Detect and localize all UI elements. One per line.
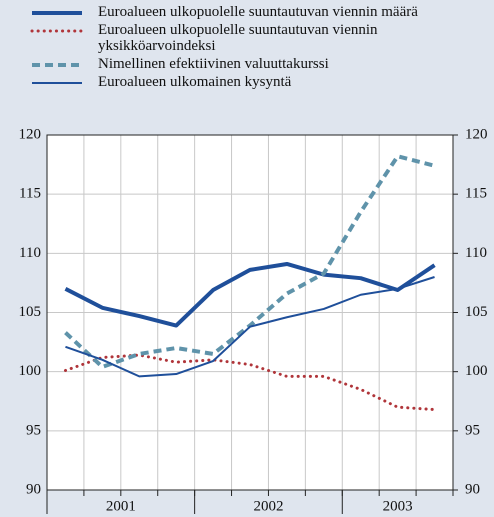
- legend-entry: Euroalueen ulkomainen kysyntä: [30, 74, 450, 90]
- y2-tick-label: 110: [465, 245, 487, 261]
- y-tick-label: 120: [19, 126, 42, 142]
- x-group-label: 2002: [253, 498, 283, 514]
- legend-entry: Euroalueen ulkopuolelle suuntautuvan vie…: [30, 22, 450, 54]
- legend-label: Euroalueen ulkopuolelle suuntautuvan vie…: [98, 22, 378, 54]
- series-line: [64, 154, 436, 369]
- series-line: [64, 261, 436, 328]
- y-tick-label: 115: [19, 186, 41, 202]
- y2-tick-label: 115: [465, 186, 487, 202]
- y2-tick-label: 90: [465, 481, 480, 497]
- legend-swatch: [30, 29, 84, 33]
- plot-frame: [46, 134, 454, 491]
- y2-tick-label: 95: [465, 422, 480, 438]
- series-line: [63, 353, 437, 412]
- x-group-label: 2001: [106, 498, 136, 514]
- legend-entry: Nimellinen efektiivinen valuuttakurssi: [30, 56, 450, 72]
- legend-swatch: [32, 82, 82, 84]
- series-line: [65, 276, 435, 378]
- legend-label: Euroalueen ulkomainen kysyntä: [98, 74, 292, 90]
- y2-tick-label: 120: [465, 126, 488, 142]
- y-tick-label: 110: [19, 245, 41, 261]
- y2-tick-label: 105: [465, 304, 488, 320]
- legend-swatch: [32, 63, 82, 67]
- y-tick-label: 105: [19, 304, 42, 320]
- legend: Euroalueen ulkopuolelle suuntautuvan vie…: [30, 4, 450, 92]
- y-tick-label: 95: [26, 422, 41, 438]
- legend-entry: Euroalueen ulkopuolelle suuntautuvan vie…: [30, 4, 450, 20]
- x-group-label: 2003: [383, 498, 413, 514]
- y2-tick-label: 100: [465, 363, 488, 379]
- legend-swatch: [32, 11, 82, 15]
- y-tick-label: 100: [19, 363, 42, 379]
- legend-label: Euroalueen ulkopuolelle suuntautuvan vie…: [98, 4, 418, 20]
- y-tick-label: 90: [26, 481, 41, 497]
- legend-label: Nimellinen efektiivinen valuuttakurssi: [98, 56, 329, 72]
